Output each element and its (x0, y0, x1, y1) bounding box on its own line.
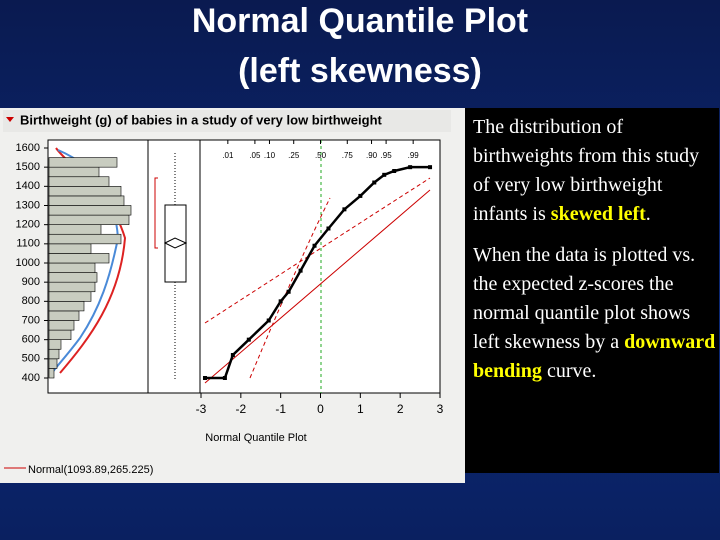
chart-panel: Birthweight (g) of babies in a study of … (0, 108, 465, 483)
paragraph: The distribution of birthweights from th… (473, 113, 719, 229)
text: When the data is plotted vs. the expecte… (473, 244, 696, 353)
histogram-bar (48, 281, 96, 293)
box (164, 204, 187, 283)
x-tick-label: -1 (275, 402, 286, 416)
x-axis-label: Normal Quantile Plot (205, 432, 307, 444)
x-tick-label: 0 (317, 402, 324, 416)
shortest-half (154, 177, 158, 249)
y-tick-label: 500 (22, 353, 40, 365)
prob-tick-label: .75 (342, 151, 354, 160)
paragraph: When the data is plotted vs. the expecte… (473, 241, 719, 386)
mean-diamond (163, 237, 188, 249)
x-tick-label: 3 (437, 402, 444, 416)
x-tick-label: -3 (196, 402, 207, 416)
x-tick-label: -2 (235, 402, 246, 416)
histogram-bar (48, 272, 98, 283)
confidence-band (204, 177, 431, 324)
slide-title: Normal Quantile Plot (191, 2, 529, 40)
histogram-bar (48, 253, 110, 264)
prob-tick-label: .99 (408, 151, 420, 160)
y-tick-label: 400 (22, 372, 40, 384)
y-tick-label: 1500 (16, 161, 40, 173)
histogram-bar (48, 368, 55, 379)
prob-tick-label: .95 (381, 151, 393, 160)
prob-tick-label: .10 (264, 151, 276, 160)
chart-title: Birthweight (g) of babies in a study of … (20, 112, 383, 127)
quantile-line (204, 165, 431, 380)
y-tick-label: 1000 (16, 257, 40, 269)
x-tick-label: 2 (397, 402, 404, 416)
histogram-bar (48, 214, 130, 225)
histogram-bar (48, 157, 118, 168)
y-tick-label: 800 (22, 295, 40, 307)
histogram-bar (48, 320, 75, 331)
prob-tick-label: .25 (288, 151, 300, 160)
histogram-bar (48, 166, 100, 178)
histogram-bar (48, 186, 122, 197)
y-tick-label: 1200 (16, 219, 40, 231)
slide-title: (left skewness) (238, 52, 482, 90)
prob-tick-label: .50 (315, 151, 327, 160)
histogram-bar (48, 262, 96, 273)
histogram-bar (48, 224, 102, 235)
histogram-bar (48, 291, 92, 302)
normal-line (204, 189, 431, 384)
histogram-bar (48, 310, 80, 321)
histogram-bar (48, 205, 132, 216)
histogram-bar (48, 195, 125, 206)
histogram-bar (48, 233, 122, 245)
highlight: skewed left (550, 203, 646, 225)
y-tick-label: 1100 (16, 238, 40, 250)
histogram-bar (48, 301, 85, 312)
histogram-bar (48, 358, 58, 369)
histogram-bar (48, 348, 60, 360)
text: curve. (541, 360, 597, 382)
y-tick-label: 900 (22, 276, 40, 288)
y-tick-label: 1400 (16, 180, 40, 192)
histogram-bar (48, 329, 72, 340)
text-panel: The distribution of birthweights from th… (465, 108, 719, 473)
y-tick-label: 700 (22, 314, 40, 326)
x-tick-label: 1 (357, 402, 364, 416)
y-tick-label: 1300 (16, 199, 40, 211)
legend-label: Normal(1093.89,265.225) (28, 464, 153, 476)
histogram-bar (48, 176, 110, 187)
histogram-bar (48, 243, 92, 254)
prob-tick-label: .01 (222, 151, 234, 160)
prob-tick-label: .90 (366, 151, 378, 160)
header-bar (3, 110, 451, 132)
confidence-band (249, 197, 331, 379)
menu-icon[interactable] (6, 117, 14, 122)
text: . (645, 203, 651, 225)
prob-tick-label: .05 (249, 151, 261, 160)
y-tick-label: 600 (22, 334, 40, 346)
text: The distribution of birthweights from th… (473, 116, 700, 225)
y-tick-label: 1600 (16, 142, 40, 154)
histogram-bar (48, 339, 62, 350)
highlight: downward bending (473, 331, 716, 382)
